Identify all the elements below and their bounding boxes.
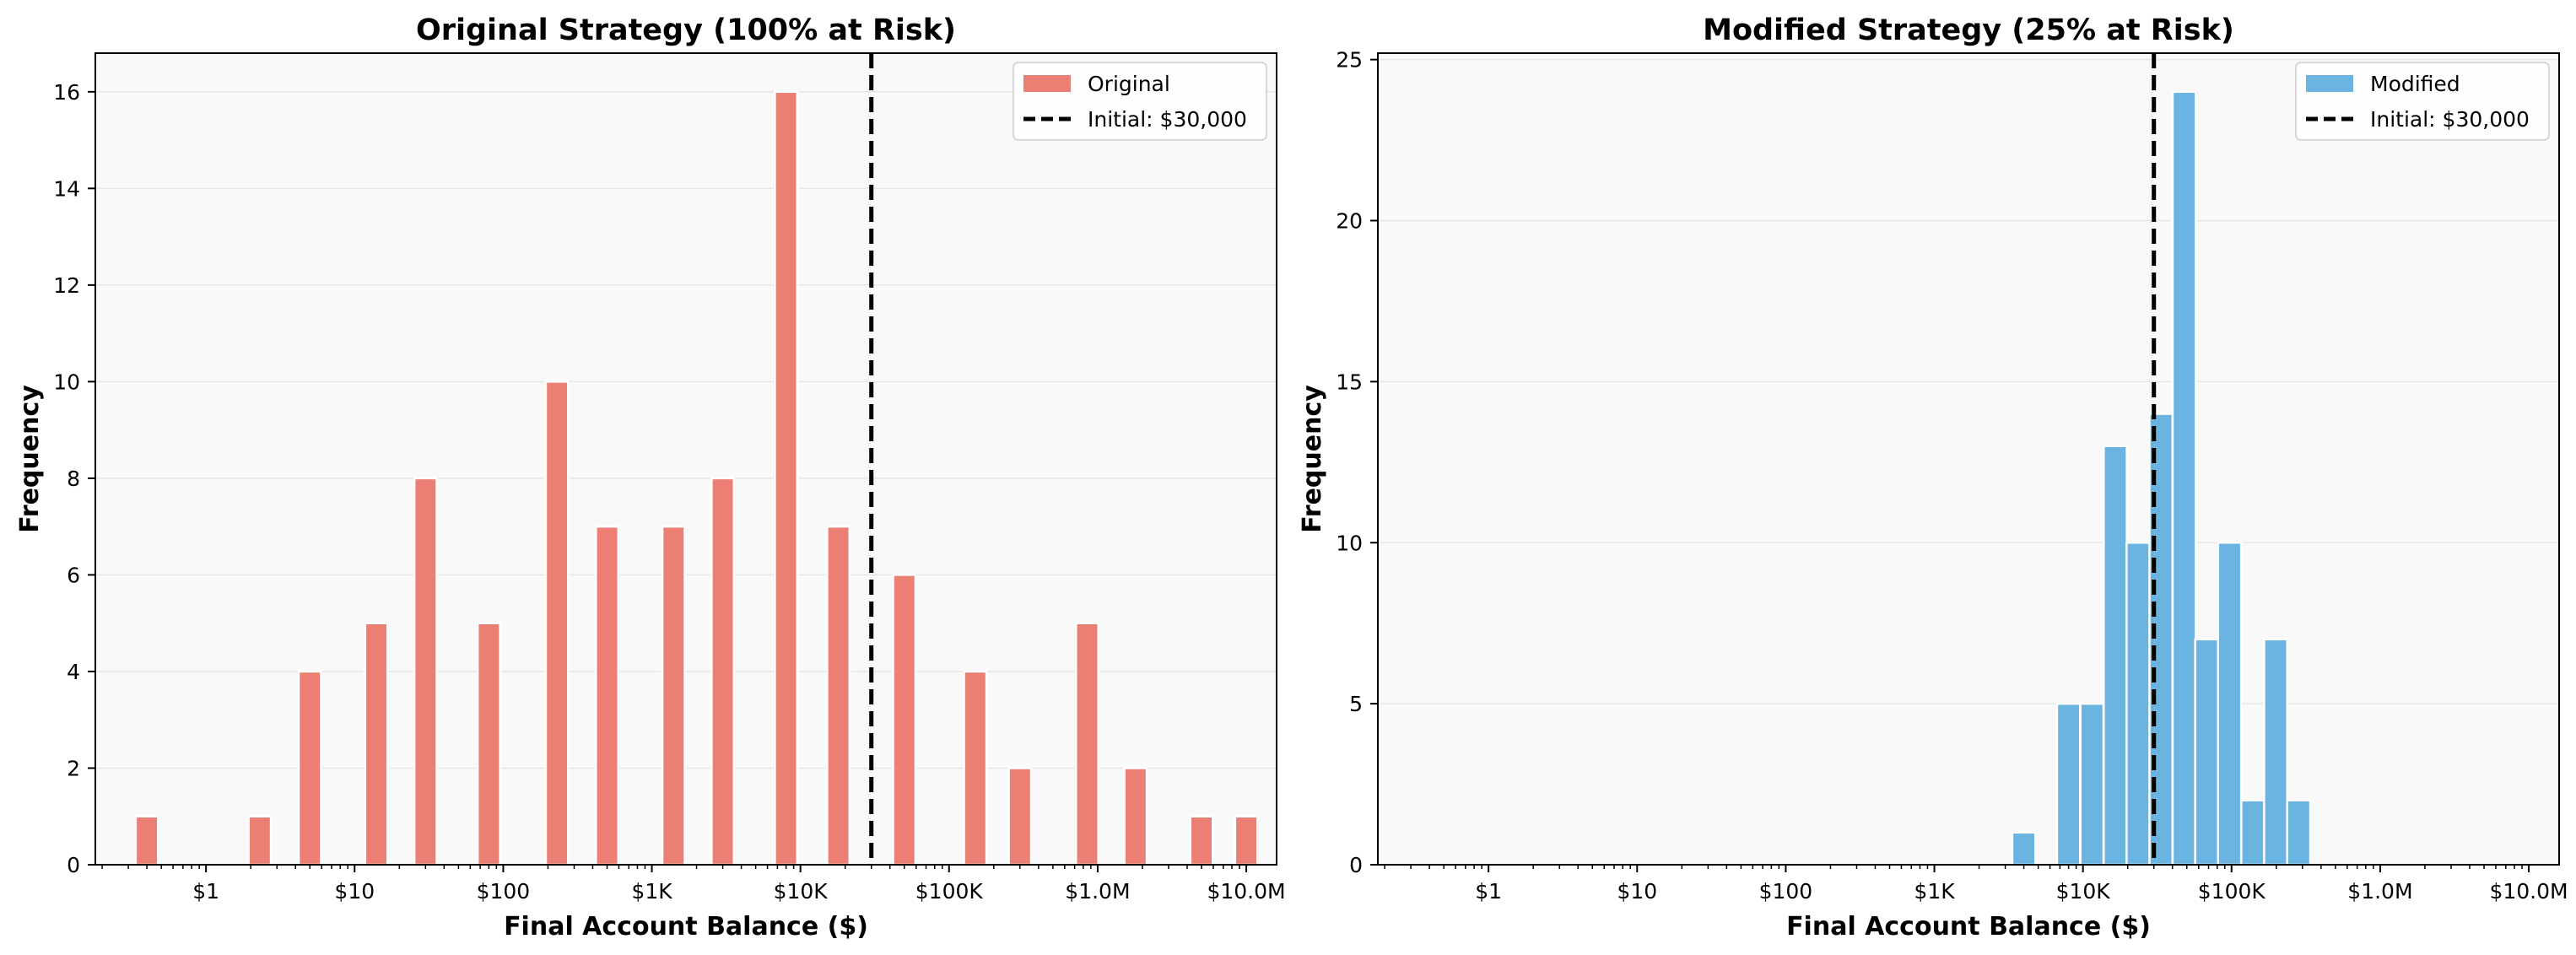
histogram-bar	[1234, 815, 1259, 866]
plot-area	[95, 53, 1277, 865]
legend-entry-initial: Initial: $30,000	[1088, 107, 1247, 132]
y-tick-label: 14	[53, 176, 80, 201]
histogram-bar	[963, 670, 988, 866]
histogram-bar	[476, 622, 501, 866]
y-tick-label: 10	[53, 370, 80, 394]
x-tick-label: $1.0M	[1065, 879, 1130, 904]
legend: Original Initial: $30,000	[1013, 62, 1267, 141]
y-tick-label: 16	[53, 80, 80, 105]
chart-title: Original Strategy (100% at Risk)	[416, 13, 956, 47]
x-tick-label: $100	[1759, 879, 1813, 904]
x-axis-label: Final Account Balance ($)	[504, 912, 868, 942]
plot-area	[1378, 53, 2559, 865]
x-tick-label: $10.0M	[1207, 879, 1285, 904]
x-tick-label: $10K	[774, 879, 829, 904]
histogram-bar	[2263, 638, 2288, 866]
histogram-bar	[892, 574, 917, 866]
legend-entry-series: Original	[1088, 72, 1170, 96]
histogram-bar	[2286, 799, 2312, 866]
legend-entry-series: Modified	[2370, 72, 2460, 96]
histogram-bar	[413, 477, 438, 866]
histogram-bar	[710, 477, 736, 866]
x-tick-label: $1	[1475, 879, 1502, 904]
axes-frame	[1377, 52, 2560, 866]
histogram-bar	[774, 90, 799, 866]
histogram-bar	[661, 525, 686, 866]
histogram-bar	[2171, 90, 2197, 866]
y-tick-label: 20	[1336, 209, 1363, 234]
legend-swatch	[2306, 75, 2353, 92]
y-tick-label: 12	[53, 273, 80, 298]
histogram-bar	[2217, 542, 2243, 866]
chart-title: Modified Strategy (25% at Risk)	[1703, 13, 2234, 47]
histogram-bar	[364, 622, 389, 866]
x-tick-label: $10	[1617, 879, 1657, 904]
y-axis-label: Frequency	[1298, 385, 1327, 533]
y-tick-label: 15	[1336, 370, 1363, 394]
legend: Modified Initial: $30,000	[2295, 62, 2550, 141]
y-tick-label: 2	[67, 756, 80, 780]
histogram-bar	[134, 815, 159, 866]
x-tick-label: $100	[477, 879, 531, 904]
legend-box	[2295, 62, 2550, 141]
histogram-bar	[297, 670, 322, 866]
x-axis-label: Final Account Balance ($)	[1786, 912, 2151, 942]
x-tick-label: $100K	[915, 879, 984, 904]
chart-panel-2: 0 5 10 15 20 25 $1 $10 $100 $1K $10K $100K $1.0M $10.…	[1298, 13, 2568, 942]
x-tick-label: $1.0M	[2347, 879, 2412, 904]
histogram-bar	[247, 815, 273, 866]
histogram-bar	[2103, 445, 2128, 866]
x-tick-label: $10.0M	[2489, 879, 2568, 904]
chart-panel-1: 0 2 4 6 8 10 12 14 16 $1 $10 $100 $1K $10K $100K $1.0M $…	[15, 13, 1286, 942]
y-tick-label: 25	[1336, 48, 1363, 73]
histogram-bar	[826, 525, 851, 866]
y-tick-label: 6	[67, 563, 80, 587]
x-tick-label: $100K	[2198, 879, 2266, 904]
x-tick-label: $1K	[1914, 879, 1955, 904]
histogram-bar	[2125, 542, 2151, 866]
y-tick-label: 0	[67, 853, 80, 877]
y-tick-label: 10	[1336, 531, 1363, 555]
histogram-bar	[1189, 815, 1214, 866]
x-tick-label: $10	[334, 879, 375, 904]
histogram-bar	[1007, 767, 1033, 866]
x-tick-label: $1K	[631, 879, 672, 904]
legend-entry-initial: Initial: $30,000	[2370, 107, 2530, 132]
y-tick-label: 0	[1349, 853, 1363, 877]
axes-frame	[95, 52, 1277, 866]
legend-box	[1013, 62, 1267, 141]
histogram-bar	[595, 525, 619, 866]
histogram-bar	[2079, 702, 2105, 866]
histogram-bar	[1123, 767, 1148, 866]
y-axis-label: Frequency	[15, 385, 45, 533]
histogram-bar	[1075, 622, 1099, 866]
y-tick-label: 4	[67, 660, 80, 684]
y-tick-label: 5	[1349, 692, 1363, 716]
x-tick-label: $1	[192, 879, 219, 904]
x-tick-label: $10K	[2056, 879, 2111, 904]
legend-swatch	[1023, 75, 1071, 92]
y-tick-label: 8	[67, 467, 80, 491]
histogram-bar	[2055, 702, 2082, 866]
histogram-bar	[2194, 638, 2220, 866]
histogram-bar	[544, 380, 570, 866]
histogram-bar	[2011, 831, 2037, 866]
histogram-bar	[2240, 799, 2265, 866]
